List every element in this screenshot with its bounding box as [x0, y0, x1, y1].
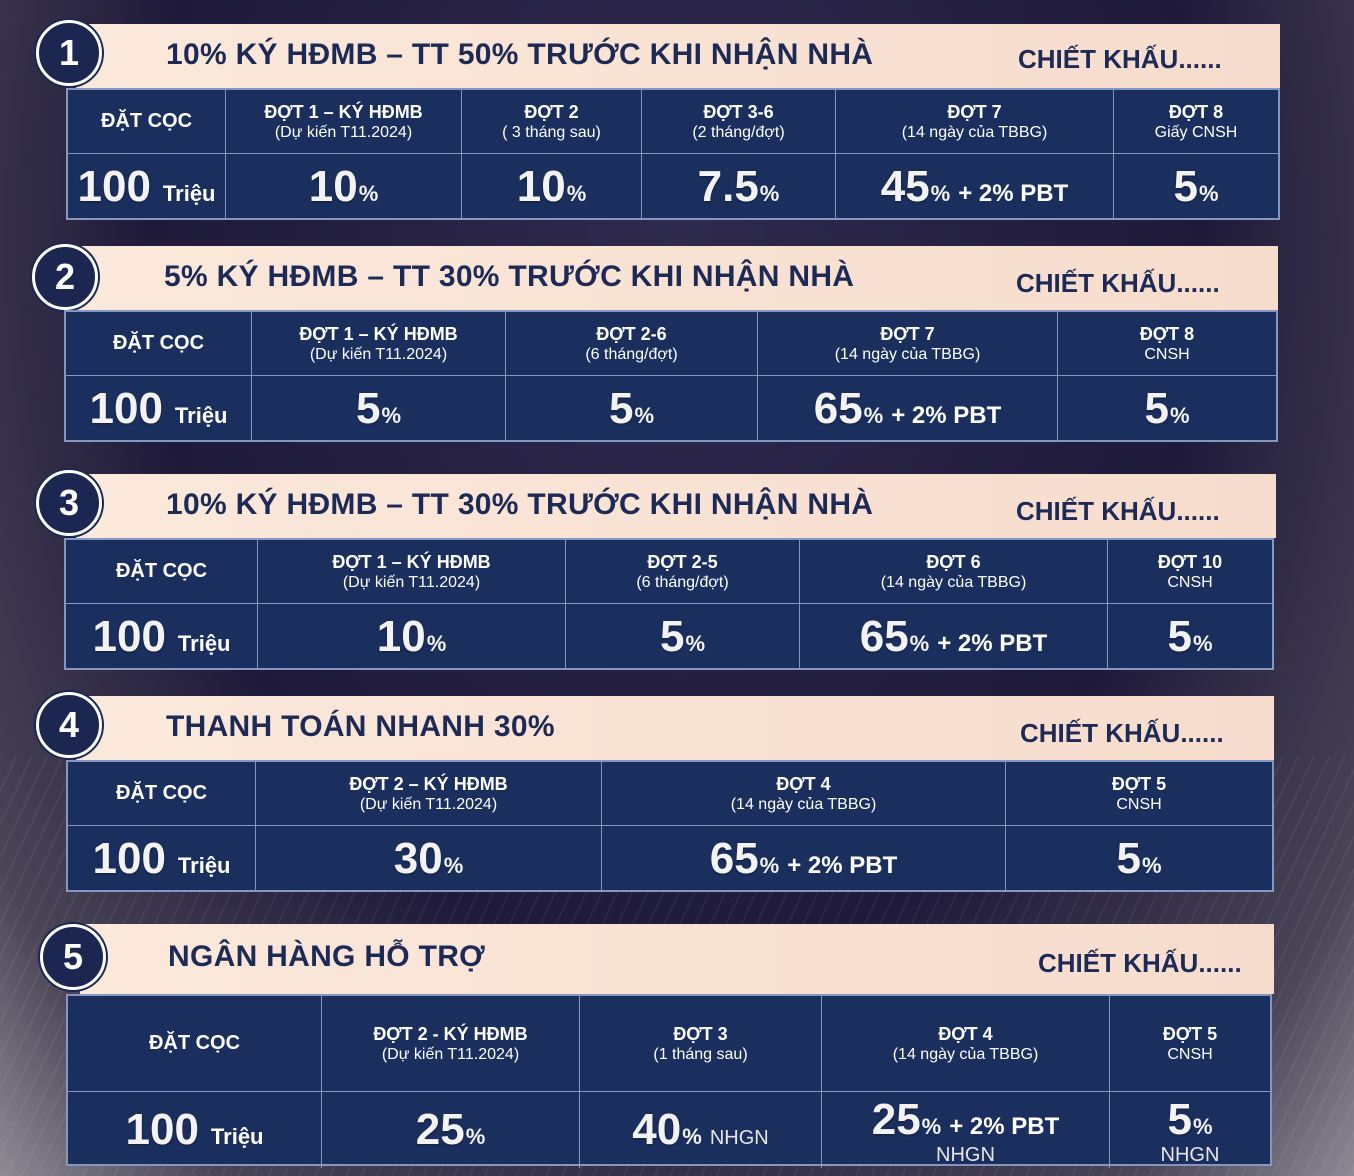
plan-number-badge: 3: [36, 470, 102, 536]
installment-value: 45% + 2% PBT: [836, 154, 1114, 220]
installment-header: ĐỢT 5 CNSH: [1006, 762, 1272, 826]
installment-header: ĐỢT 7 (14 ngày của TBBG): [836, 90, 1114, 154]
bank-note: NHGN: [709, 1127, 769, 1149]
installment-header: ĐỢT 2( 3 tháng sau): [462, 90, 642, 154]
deposit-value: 100 Triệu: [66, 604, 258, 670]
installment-header: ĐỢT 1 – KÝ HĐMB (Dự kiến T11.2024): [258, 540, 566, 604]
installment-value: 10%: [462, 154, 642, 220]
deposit-value: 100 Triệu: [68, 154, 226, 220]
bank-note: NHGN: [936, 1144, 995, 1166]
installment-header: ĐỢT 3 (1 tháng sau): [580, 996, 822, 1092]
plan-number-badge: 5: [40, 924, 106, 990]
installment-header: ĐỢT 8 Giấy CNSH: [1114, 90, 1278, 154]
installment-value: 5%: [1167, 612, 1213, 661]
installment-value: 5%: [1173, 162, 1219, 211]
plan-header: 5% KÝ HĐMB – TT 30% TRƯỚC KHI NHẬN NHÀ C…: [72, 246, 1278, 310]
plan-number-badge: 2: [32, 244, 98, 310]
plan-title: 10% KÝ HĐMB – TT 30% TRƯỚC KHI NHẬN NHÀ: [166, 488, 874, 521]
plan-2: 5% KÝ HĐMB – TT 30% TRƯỚC KHI NHẬN NHÀ C…: [32, 242, 1278, 444]
plan-title: NGÂN HÀNG HỖ TRỢ: [168, 940, 486, 973]
plan-5: NGÂN HÀNG HỖ TRỢ CHIẾT KHẤU...... 5 ĐẶT …: [40, 920, 1274, 1168]
plan-title: 5% KÝ HĐMB – TT 30% TRƯỚC KHI NHẬN NHÀ: [164, 260, 855, 293]
discount-label: CHIẾT KHẤU......: [1016, 496, 1220, 526]
installment-header: ĐỢT 2-6 (6 tháng/đợt): [506, 312, 758, 376]
deposit-header: ĐẶT CỌC: [66, 540, 258, 604]
deposit-value: 100 Triệu: [66, 376, 252, 442]
installment-header: ĐỢT 3-6 (2 tháng/đợt): [642, 90, 836, 154]
payment-table: ĐẶT CỌC ĐỢT 1 – KÝ HĐMB (Dự kiến T11.2024…: [66, 88, 1280, 220]
payment-table: ĐẶT CỌC ĐỢT 1 – KÝ HĐMB (Dự kiến T11.2024…: [64, 310, 1278, 442]
installment-value: 7.5%: [642, 154, 836, 220]
deposit-header: ĐẶT CỌC: [68, 762, 256, 826]
installment-header: ĐỢT 4 (14 ngày của TBBG): [822, 996, 1110, 1092]
installment-value: 5%: [1144, 384, 1190, 433]
discount-label: CHIẾT KHẤU......: [1038, 948, 1242, 978]
payment-table: ĐẶT CỌC ĐỢT 2 – KÝ HĐMB (Dự kiến T11.2024…: [66, 760, 1274, 892]
installment-header: ĐỢT 8 CNSH: [1058, 312, 1276, 376]
installment-header: ĐỢT 5 CNSH: [1110, 996, 1270, 1092]
discount-label: CHIẾT KHẤU......: [1016, 268, 1220, 298]
discount-label: CHIẾT KHẤU......: [1018, 44, 1222, 74]
plan-3: 10% KÝ HĐMB – TT 30% TRƯỚC KHI NHẬN NHÀ …: [36, 470, 1276, 672]
deposit-value: 100 Triệu: [68, 1092, 322, 1168]
installment-value: 10%: [258, 604, 566, 670]
payment-table: ĐẶT CỌC ĐỢT 1 – KÝ HĐMB (Dự kiến T11.2024…: [64, 538, 1274, 670]
installment-header: ĐỢT 2 – KÝ HĐMB (Dự kiến T11.2024): [256, 762, 602, 826]
installment-header: ĐỢT 6 (14 ngày của TBBG): [800, 540, 1108, 604]
plan-title: 10% KÝ HĐMB – TT 50% TRƯỚC KHI NHẬN NHÀ: [166, 38, 874, 71]
installment-value: 5%: [506, 376, 758, 442]
installment-value: 65% + 2% PBT: [800, 604, 1108, 670]
deposit-header: ĐẶT CỌC: [66, 312, 252, 376]
deposit-header: ĐẶT CỌC: [68, 996, 322, 1092]
plan-header: 10% KÝ HĐMB – TT 30% TRƯỚC KHI NHẬN NHÀ …: [76, 474, 1276, 538]
plan-1: 10% KÝ HĐMB – TT 50% TRƯỚC KHI NHẬN NHÀ …: [36, 18, 1280, 222]
installment-value: 40% NHGN: [580, 1092, 822, 1168]
installment-value: 25% + 2% PBT NHGN: [822, 1092, 1110, 1168]
installment-value: 65% + 2% PBT: [602, 826, 1006, 892]
installment-value: 25%: [322, 1092, 580, 1168]
installment-value: 30%: [256, 826, 602, 892]
bank-note: NHGN: [1160, 1144, 1220, 1166]
plan-number-badge: 4: [36, 692, 102, 758]
installment-header: ĐỢT 2-5 (6 tháng/đợt): [566, 540, 800, 604]
deposit-header: ĐẶT CỌC: [68, 90, 226, 154]
payment-table: ĐẶT CỌC ĐỢT 2 - KÝ HĐMB (Dự kiến T11.2024…: [66, 994, 1272, 1168]
plan-header: THANH TOÁN NHANH 30% CHIẾT KHẤU......: [76, 696, 1274, 760]
installment-value: 65% + 2% PBT: [758, 376, 1058, 442]
installment-header: ĐỢT 7 (14 ngày của TBBG): [758, 312, 1058, 376]
discount-label: CHIẾT KHẤU......: [1020, 718, 1224, 748]
installment-header: ĐỢT 10 CNSH: [1108, 540, 1272, 604]
installment-value: 10%: [226, 154, 462, 220]
installment-header: ĐỢT 1 – KÝ HĐMB (Dự kiến T11.2024): [226, 90, 462, 154]
installment-value: 5%: [1116, 834, 1162, 883]
plan-number-badge: 1: [36, 20, 102, 86]
installment-value: 5% NHGN: [1160, 1095, 1220, 1166]
plan-4: THANH TOÁN NHANH 30% CHIẾT KHẤU...... 4 …: [36, 692, 1274, 894]
installment-header: ĐỢT 2 - KÝ HĐMB (Dự kiến T11.2024): [322, 996, 580, 1092]
deposit-value: 100 Triệu: [68, 826, 256, 892]
installment-header: ĐỢT 1 – KÝ HĐMB (Dự kiến T11.2024): [252, 312, 506, 376]
installment-header: ĐỢT 4 (14 ngày của TBBG): [602, 762, 1006, 826]
installment-value: 5%: [252, 376, 506, 442]
plan-header: NGÂN HÀNG HỖ TRỢ CHIẾT KHẤU......: [80, 924, 1274, 994]
installment-value: 5%: [566, 604, 800, 670]
plan-title: THANH TOÁN NHANH 30%: [166, 710, 555, 743]
plan-header: 10% KÝ HĐMB – TT 50% TRƯỚC KHI NHẬN NHÀ …: [76, 24, 1280, 88]
